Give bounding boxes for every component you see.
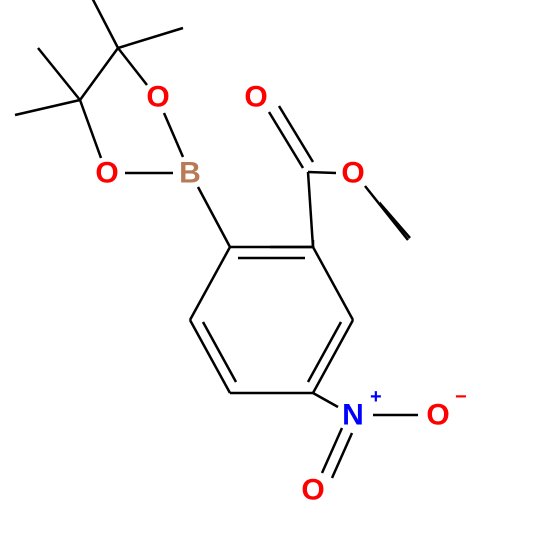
atom-B: B (179, 157, 201, 190)
atom-O: O (146, 81, 169, 114)
atom-O: O (341, 157, 364, 190)
atom-O: O (426, 399, 449, 432)
charge-minus: − (455, 386, 467, 408)
charge-plus: + (370, 386, 382, 408)
atom-O: O (301, 474, 324, 507)
atom-O: O (95, 157, 118, 190)
atom-O: O (244, 81, 267, 114)
ester-fix (260, 100, 408, 247)
molecule-diagram: O O O B O O N O + − (0, 0, 533, 533)
atom-N: N (342, 399, 364, 432)
